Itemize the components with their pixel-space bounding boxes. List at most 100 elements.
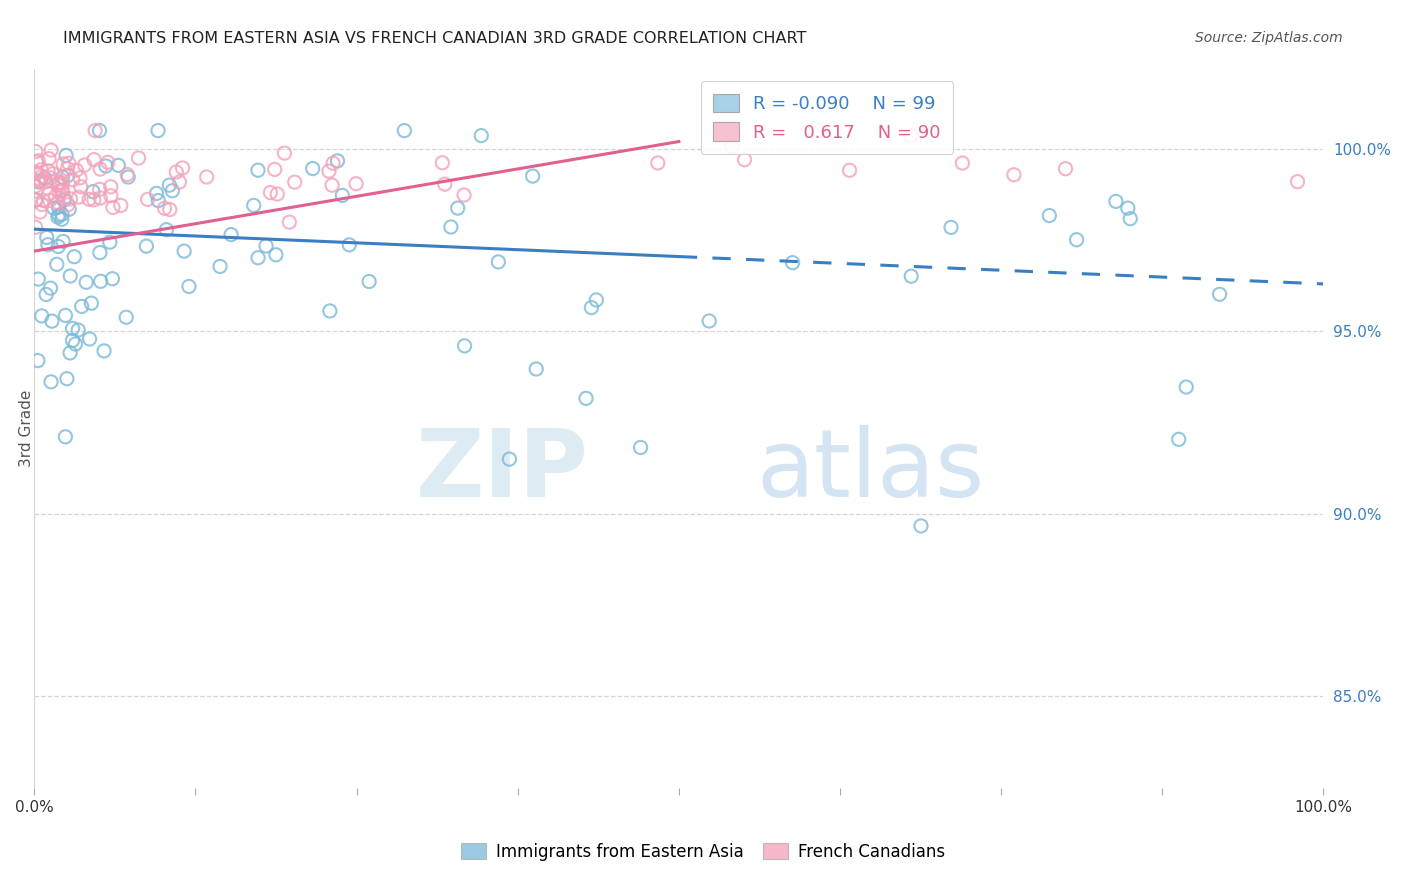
Point: [169, 175, 191, 189]
Point: [433, 177, 456, 191]
Point: [172, 161, 194, 175]
Text: Source: ZipAtlas.com: Source: ZipAtlas.com: [1195, 31, 1343, 45]
Point: [89, 161, 111, 176]
Point: [135, 239, 157, 253]
Point: [359, 275, 381, 289]
Point: [115, 168, 138, 182]
Point: [55, 148, 77, 162]
Point: [148, 194, 170, 208]
Point: [89, 245, 111, 260]
Point: [100, 188, 122, 202]
Point: [259, 186, 281, 200]
Text: IMMIGRANTS FROM EASTERN ASIA VS FRENCH CANADIAN 3RD GRADE CORRELATION CHART: IMMIGRANTS FROM EASTERN ASIA VS FRENCH C…: [63, 31, 807, 46]
Point: [25, 155, 48, 169]
Point: [453, 339, 475, 353]
Point: [950, 156, 973, 170]
Point: [318, 164, 340, 178]
Point: [69, 179, 91, 194]
Point: [83, 153, 105, 167]
Point: [575, 392, 598, 406]
Point: [38, 152, 60, 166]
Point: [246, 163, 269, 178]
Point: [63, 250, 86, 264]
Point: [440, 219, 463, 234]
Point: [27, 272, 49, 286]
Point: [910, 519, 932, 533]
Point: [330, 188, 353, 202]
Point: [585, 293, 607, 307]
Point: [35, 230, 58, 244]
Point: [24, 193, 46, 207]
Point: [28, 174, 51, 188]
Point: [344, 177, 367, 191]
Text: ZIP: ZIP: [416, 425, 589, 517]
Point: [146, 123, 169, 137]
Point: [321, 178, 343, 193]
Point: [30, 162, 52, 177]
Point: [67, 323, 90, 337]
Point: [470, 128, 492, 143]
Point: [721, 139, 744, 153]
Point: [101, 201, 124, 215]
Point: [90, 274, 112, 288]
Point: [153, 201, 176, 215]
Point: [39, 143, 62, 157]
Point: [326, 153, 349, 168]
Point: [263, 162, 285, 177]
Point: [30, 174, 52, 188]
Point: [581, 301, 603, 315]
Point: [157, 178, 180, 193]
Point: [80, 296, 103, 310]
Point: [37, 164, 59, 178]
Point: [319, 304, 342, 318]
Point: [522, 169, 544, 183]
Point: [37, 237, 59, 252]
Point: [38, 194, 60, 208]
Point: [242, 198, 264, 212]
Point: [42, 167, 65, 181]
Point: [52, 157, 75, 171]
Point: [52, 170, 75, 185]
Point: [115, 310, 138, 325]
Point: [1119, 211, 1142, 226]
Point: [734, 153, 756, 167]
Point: [337, 237, 360, 252]
Point: [48, 176, 70, 190]
Point: [44, 189, 66, 203]
Point: [89, 182, 111, 196]
Point: [58, 202, 80, 217]
Point: [162, 184, 184, 198]
Point: [70, 300, 93, 314]
Point: [254, 239, 277, 253]
Point: [524, 362, 547, 376]
Point: [89, 123, 111, 137]
Point: [93, 343, 115, 358]
Point: [62, 321, 84, 335]
Text: atlas: atlas: [756, 425, 984, 517]
Point: [67, 190, 90, 204]
Point: [41, 314, 63, 328]
Point: [647, 156, 669, 170]
Legend: R = -0.090    N = 99, R =   0.617    N = 90: R = -0.090 N = 99, R = 0.617 N = 90: [700, 81, 953, 154]
Point: [173, 244, 195, 259]
Point: [1038, 209, 1060, 223]
Point: [24, 178, 46, 193]
Point: [1208, 287, 1230, 301]
Point: [45, 257, 67, 271]
Point: [31, 169, 53, 184]
Point: [59, 268, 82, 283]
Point: [322, 156, 344, 170]
Point: [159, 202, 181, 217]
Point: [41, 174, 63, 188]
Point: [46, 239, 69, 253]
Point: [101, 271, 124, 285]
Point: [27, 175, 49, 189]
Point: [807, 123, 830, 137]
Point: [273, 146, 295, 161]
Point: [79, 332, 101, 346]
Point: [48, 175, 70, 189]
Point: [51, 184, 73, 198]
Point: [219, 227, 242, 242]
Point: [53, 193, 76, 207]
Point: [25, 184, 48, 198]
